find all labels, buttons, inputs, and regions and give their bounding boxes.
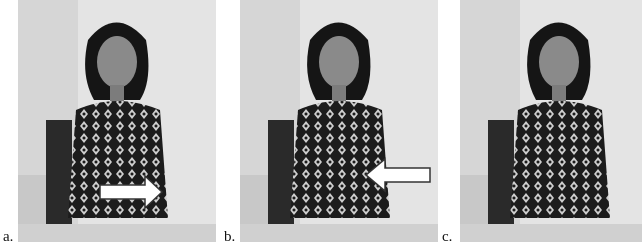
photo bbox=[460, 0, 642, 242]
panel-a: a. bbox=[3, 0, 216, 245]
panel-c: c. bbox=[442, 0, 642, 245]
panel-label: b. bbox=[224, 229, 235, 245]
panel-label: a. bbox=[3, 229, 13, 245]
panel-b: b. bbox=[224, 0, 438, 245]
page: a. b. c. (() => { const data = JSON.pars… bbox=[0, 0, 642, 245]
photo bbox=[18, 0, 216, 242]
panel-label: c. bbox=[442, 229, 452, 245]
photo bbox=[240, 0, 438, 242]
figure: a. b. c. bbox=[0, 0, 642, 245]
